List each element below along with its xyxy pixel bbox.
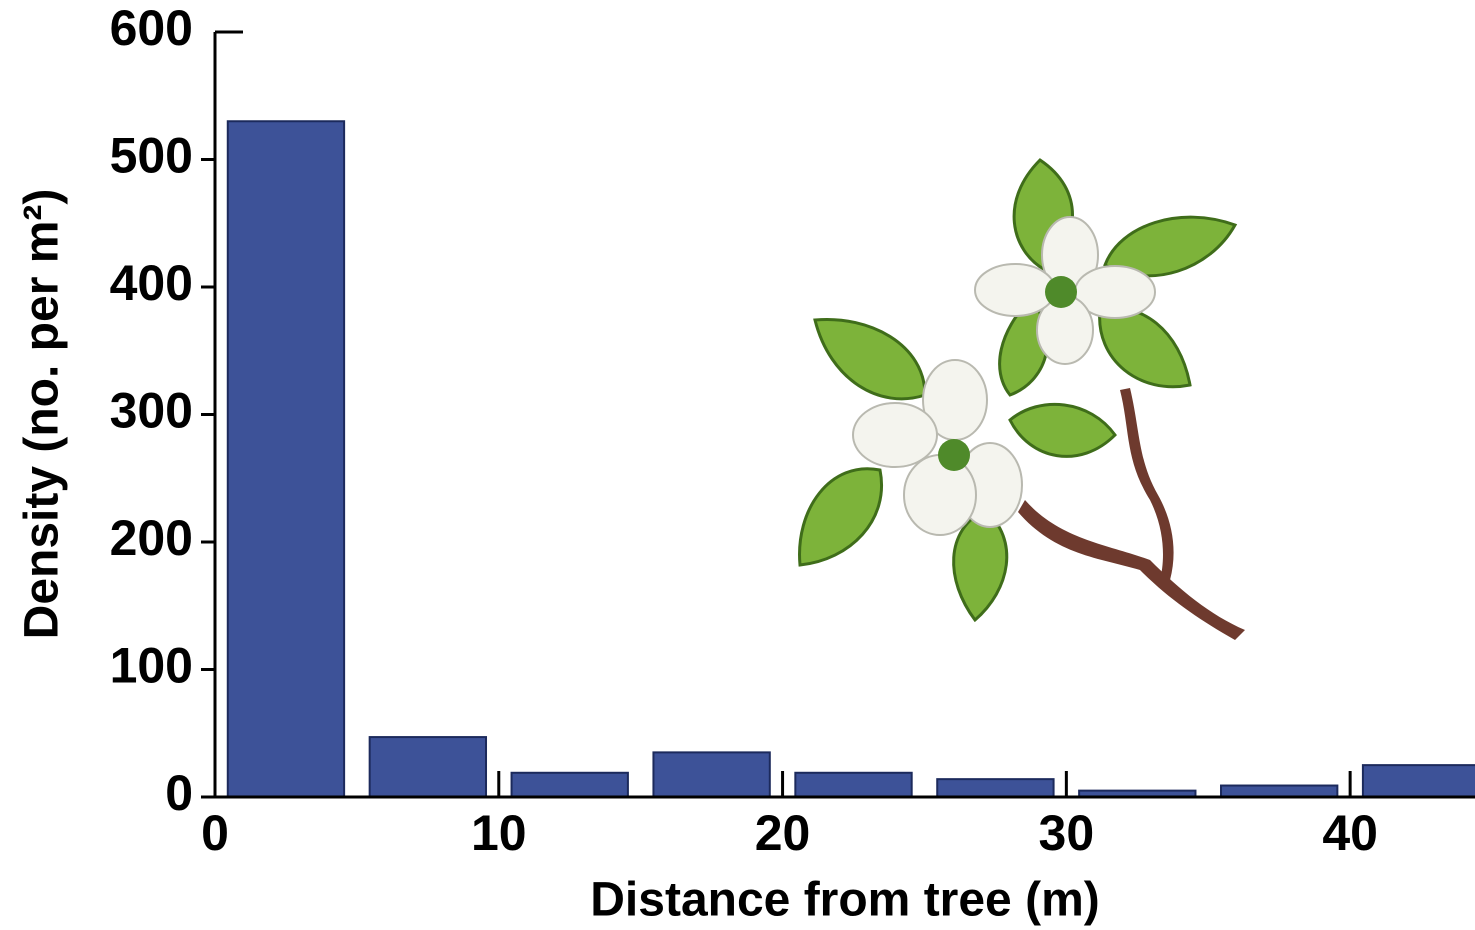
y-tick-label: 600 (110, 0, 193, 56)
y-tick-label: 300 (110, 383, 193, 439)
y-tick-label: 400 (110, 255, 193, 311)
bar (1220, 784, 1339, 799)
bar (794, 771, 913, 799)
x-tick-label: 0 (201, 805, 229, 861)
bar (1361, 764, 1475, 798)
x-tick-label: 30 (1039, 805, 1095, 861)
plot-area (226, 120, 1475, 799)
x-axis-title: Distance from tree (m) (590, 874, 1099, 927)
bar (510, 771, 629, 799)
y-axis-title: Density (no. per m²) (16, 189, 69, 640)
bar (226, 120, 346, 798)
y-tick-label: 0 (165, 765, 193, 821)
y-tick-label: 100 (110, 638, 193, 694)
bar (652, 751, 771, 798)
x-tick-label: 40 (1322, 805, 1378, 861)
dogwood-illustration (798, 158, 1245, 640)
x-tick-label: 20 (755, 805, 811, 861)
bar (368, 736, 488, 799)
y-tick-label: 500 (110, 128, 193, 184)
y-tick-label: 200 (110, 510, 193, 566)
x-tick-label: 10 (471, 805, 527, 861)
bar (936, 778, 1055, 799)
